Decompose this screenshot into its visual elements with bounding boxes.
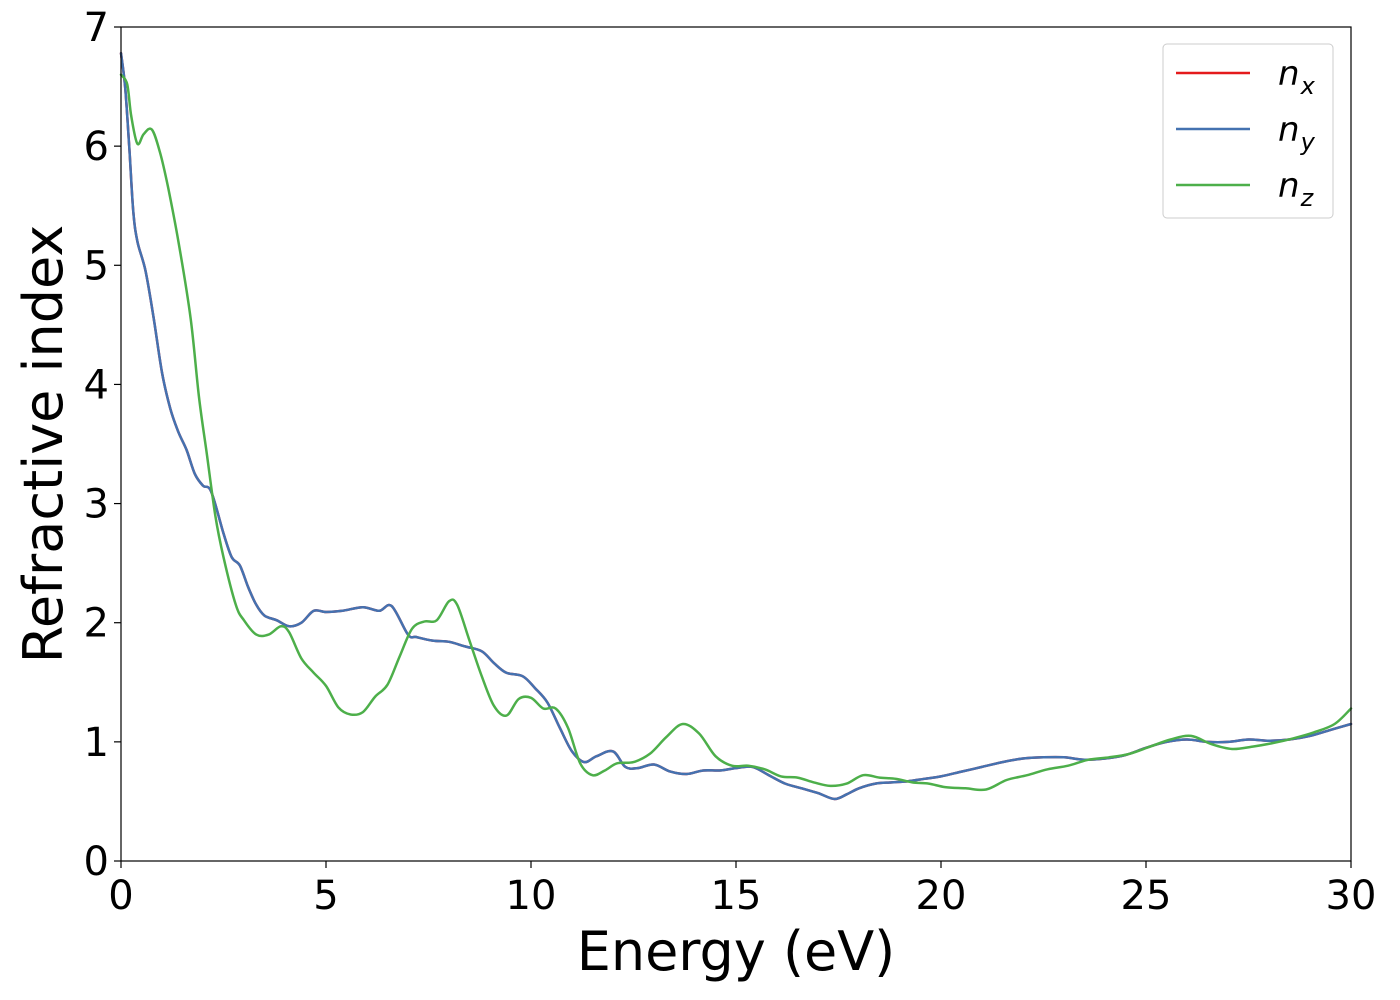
- series-line-ny: [119, 51, 1353, 801]
- x-axis-title: Energy (eV): [577, 920, 896, 983]
- series-line-nz: [119, 73, 1353, 792]
- y-tick-label: 7: [84, 5, 109, 51]
- x-tick-label: 0: [108, 873, 133, 919]
- legend-label-subscript: y: [1300, 128, 1316, 156]
- y-tick-label: 2: [84, 601, 109, 647]
- legend-frame: [1162, 43, 1334, 219]
- y-axis: 0 1 2 3 4 5 6 7: [84, 5, 121, 885]
- y-tick-label: 0: [84, 839, 109, 885]
- x-tick-label: 5: [313, 873, 338, 919]
- legend-label-subscript: z: [1300, 184, 1315, 212]
- x-tick-label: 10: [506, 873, 557, 919]
- y-tick-label: 3: [84, 482, 109, 528]
- y-tick-label: 6: [84, 124, 109, 170]
- x-tick-label: 20: [916, 873, 967, 919]
- x-tick-label: 25: [1121, 873, 1172, 919]
- y-tick-label: 1: [84, 720, 109, 766]
- y-tick-label: 4: [84, 362, 109, 408]
- x-tick-label: 30: [1326, 873, 1377, 919]
- y-tick-label: 5: [84, 243, 109, 289]
- legend-label-subscript: x: [1300, 72, 1316, 100]
- x-axis: 0 5 10 15 20 25 30: [108, 861, 1376, 919]
- y-axis-title: Refractive index: [12, 225, 75, 664]
- series-layer: [119, 51, 1353, 801]
- x-tick-label: 15: [711, 873, 762, 919]
